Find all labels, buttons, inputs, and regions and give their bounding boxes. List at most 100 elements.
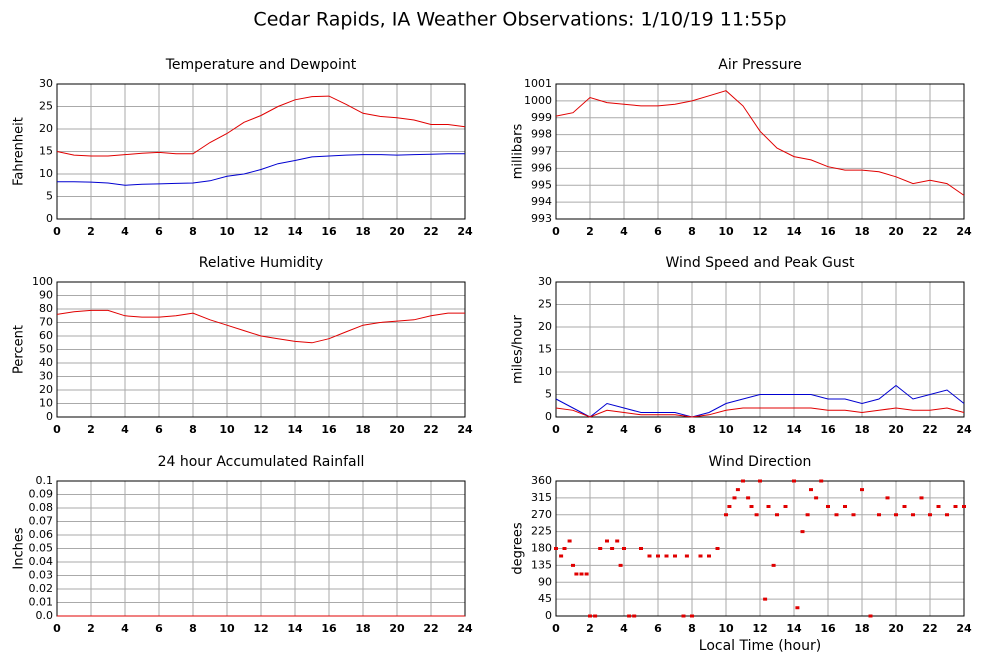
data-line (57, 153, 465, 186)
plot-title: 24 hour Accumulated Rainfall (158, 454, 365, 470)
data-point (639, 547, 643, 550)
x-tick-label: 14 (287, 622, 303, 635)
y-tick-label: 40 (39, 356, 53, 369)
x-axis-label: Local Time (hour) (699, 638, 821, 654)
data-point (622, 547, 626, 550)
data-point (771, 563, 776, 567)
x-tick-label: 10 (219, 225, 235, 238)
y-tick-label: 0.03 (29, 569, 54, 582)
x-tick-label: 22 (922, 423, 937, 436)
x-tick-label: 6 (654, 225, 662, 238)
data-point (574, 572, 579, 576)
y-tick-label: 315 (531, 491, 552, 504)
x-tick-label: 2 (87, 622, 95, 635)
y-tick-label: 0.0 (36, 609, 54, 622)
x-tick-label: 2 (87, 225, 95, 238)
y-tick-label: 998 (531, 128, 552, 141)
data-point (805, 513, 810, 517)
data-point (868, 614, 873, 618)
y-tick-label: 995 (531, 178, 552, 191)
y-tick-label: 15 (538, 343, 552, 356)
x-tick-label: 18 (355, 622, 370, 635)
y-tick-label: 993 (531, 212, 552, 225)
y-tick-label: 30 (39, 77, 53, 90)
data-line (555, 407, 965, 418)
x-tick-label: 10 (219, 423, 235, 436)
data-point (673, 554, 677, 558)
data-point (936, 505, 941, 508)
y-tick-label: 225 (531, 525, 552, 538)
x-tick-label: 2 (586, 423, 594, 436)
data-point (775, 513, 779, 517)
y-tick-label: 0.07 (29, 515, 54, 528)
plot-title: Temperature and Dewpoint (165, 57, 357, 73)
data-point (795, 606, 800, 610)
x-tick-label: 24 (956, 423, 972, 436)
data-point (562, 547, 567, 550)
y-tick-label: 0 (545, 609, 552, 622)
data-point (860, 488, 864, 492)
x-tick-label: 0 (53, 423, 61, 436)
data-point (715, 547, 720, 550)
x-tick-label: 8 (189, 622, 197, 635)
data-line (56, 309, 465, 344)
y-tick-label: 90 (39, 289, 53, 302)
x-tick-label: 0 (53, 622, 61, 635)
x-tick-label: 8 (688, 423, 696, 436)
x-tick-label: 12 (752, 622, 767, 635)
y-tick-label: 20 (39, 383, 53, 396)
y-tick-label: 45 (538, 592, 552, 605)
y-tick-label: 0.08 (29, 501, 54, 514)
y-tick-label: 0 (545, 410, 552, 423)
y-tick-label: 30 (39, 370, 53, 383)
data-point (826, 505, 830, 508)
x-tick-label: 12 (253, 622, 268, 635)
y-tick-label: 5 (46, 190, 53, 203)
data-point (843, 505, 847, 508)
x-tick-label: 12 (253, 225, 268, 238)
x-tick-label: 14 (287, 423, 303, 436)
data-point (834, 513, 839, 517)
x-tick-label: 4 (620, 622, 628, 635)
data-point (809, 488, 813, 492)
x-tick-label: 20 (389, 622, 405, 635)
data-point (559, 554, 564, 558)
x-tick-label: 20 (888, 622, 904, 635)
x-tick-label: 4 (121, 225, 129, 238)
data-point (746, 496, 751, 500)
y-tick-label: 0.02 (29, 582, 54, 595)
data-point (885, 496, 890, 500)
x-tick-label: 4 (620, 225, 628, 238)
x-tick-label: 12 (752, 225, 767, 238)
x-tick-label: 16 (820, 622, 836, 635)
y-axis-label: Percent (12, 325, 27, 374)
x-tick-label: 24 (956, 622, 972, 635)
x-tick-label: 6 (654, 423, 662, 436)
data-point (902, 505, 907, 508)
x-tick-label: 8 (688, 622, 696, 635)
data-point (707, 554, 711, 558)
y-tick-label: 270 (531, 508, 552, 521)
data-point (763, 597, 768, 601)
x-tick-label: 0 (552, 423, 560, 436)
x-tick-label: 12 (253, 423, 268, 436)
data-point (593, 614, 598, 618)
x-tick-label: 6 (155, 423, 163, 436)
data-point (814, 496, 819, 500)
data-point (647, 554, 652, 558)
y-tick-label: 50 (39, 343, 53, 356)
y-tick-label: 25 (39, 100, 53, 113)
x-tick-label: 24 (457, 423, 473, 436)
y-tick-label: 0 (46, 410, 53, 423)
data-point (724, 513, 728, 517)
x-tick-label: 22 (423, 225, 438, 238)
y-tick-label: 360 (531, 474, 552, 487)
x-tick-label: 20 (389, 225, 405, 238)
y-tick-label: 0.1 (36, 474, 54, 487)
y-tick-label: 0.01 (29, 596, 54, 609)
x-tick-label: 22 (423, 423, 438, 436)
x-tick-label: 18 (854, 225, 869, 238)
x-tick-label: 16 (321, 423, 337, 436)
data-point (690, 614, 694, 618)
x-tick-label: 18 (854, 622, 869, 635)
